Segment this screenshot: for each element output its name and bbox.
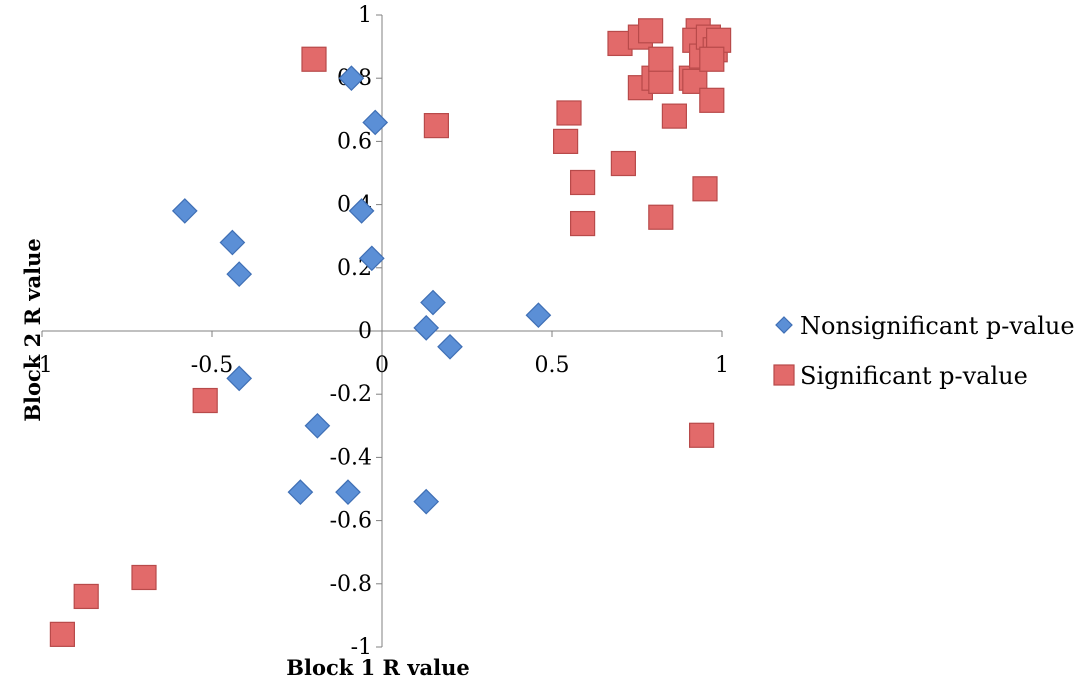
significant-point <box>648 46 674 72</box>
significant-point <box>569 210 596 237</box>
nonsignificant-point <box>413 314 440 341</box>
y-tick-label: 0.6 <box>337 129 372 154</box>
significant-point <box>692 176 718 202</box>
significant-point <box>610 150 637 177</box>
significant-point <box>699 87 725 113</box>
significant-point <box>699 46 725 72</box>
x-tick-label: -0.5 <box>191 353 233 378</box>
nonsignificant-point <box>304 412 331 439</box>
significant-point <box>192 387 218 414</box>
x-tick-label: 0 <box>375 353 389 378</box>
significant-point <box>648 68 674 94</box>
nonsignificant-point <box>171 198 198 224</box>
significant-point <box>301 46 327 72</box>
nonsignificant-point <box>348 198 375 224</box>
legend-label-significant: Significant p-value <box>800 362 1028 390</box>
x-axis-title: Block 1 R value <box>286 655 469 680</box>
nonsignificant-point <box>420 289 446 316</box>
y-tick-label: -0.2 <box>330 382 372 407</box>
y-tick-label: 0 <box>358 319 372 344</box>
x-tick-label: -1 <box>31 353 52 378</box>
x-tick-label: 0.5 <box>535 353 570 378</box>
legend-diamond-marker <box>775 316 793 334</box>
significant-point <box>131 564 157 591</box>
nonsignificant-point <box>362 109 389 136</box>
significant-point <box>569 169 596 196</box>
significant-point <box>49 621 76 647</box>
significant-point <box>423 112 449 139</box>
x-tick-label: 1 <box>715 353 729 378</box>
y-axis-title: Block 2 R value <box>20 238 45 421</box>
significant-point <box>73 583 99 610</box>
nonsignificant-point <box>226 261 253 287</box>
y-tick-label: -0.4 <box>330 445 372 470</box>
y-tick-label: 1 <box>358 3 372 28</box>
y-tick-label: -0.6 <box>330 509 372 534</box>
significant-point <box>688 422 715 448</box>
significant-point <box>648 204 674 230</box>
nonsignificant-point <box>338 65 365 92</box>
nonsignificant-point <box>358 245 385 272</box>
nonsignificant-point <box>335 479 361 506</box>
legend: Nonsignificant p-value Significant p-valu… <box>773 312 1075 390</box>
significant-point <box>552 128 579 154</box>
y-tick-label: -1 <box>351 635 372 660</box>
nonsignificant-point <box>437 333 463 360</box>
nonsignificant-point <box>413 488 440 515</box>
nonsignificant-point <box>219 229 246 256</box>
nonsignificant-point <box>226 365 253 392</box>
nonsignificant-point <box>525 302 552 329</box>
legend-square-marker <box>773 364 795 386</box>
x-axis-ticks: -1 -0.5 0 0.5 1 <box>31 331 729 378</box>
legend-label-nonsignificant: Nonsignificant p-value <box>800 312 1075 340</box>
y-tick-label: -0.8 <box>330 572 372 597</box>
nonsignificant-point <box>287 479 314 506</box>
significant-point <box>637 18 664 44</box>
significant-point <box>556 100 582 126</box>
significant-point <box>661 103 688 129</box>
data-points <box>49 18 732 647</box>
